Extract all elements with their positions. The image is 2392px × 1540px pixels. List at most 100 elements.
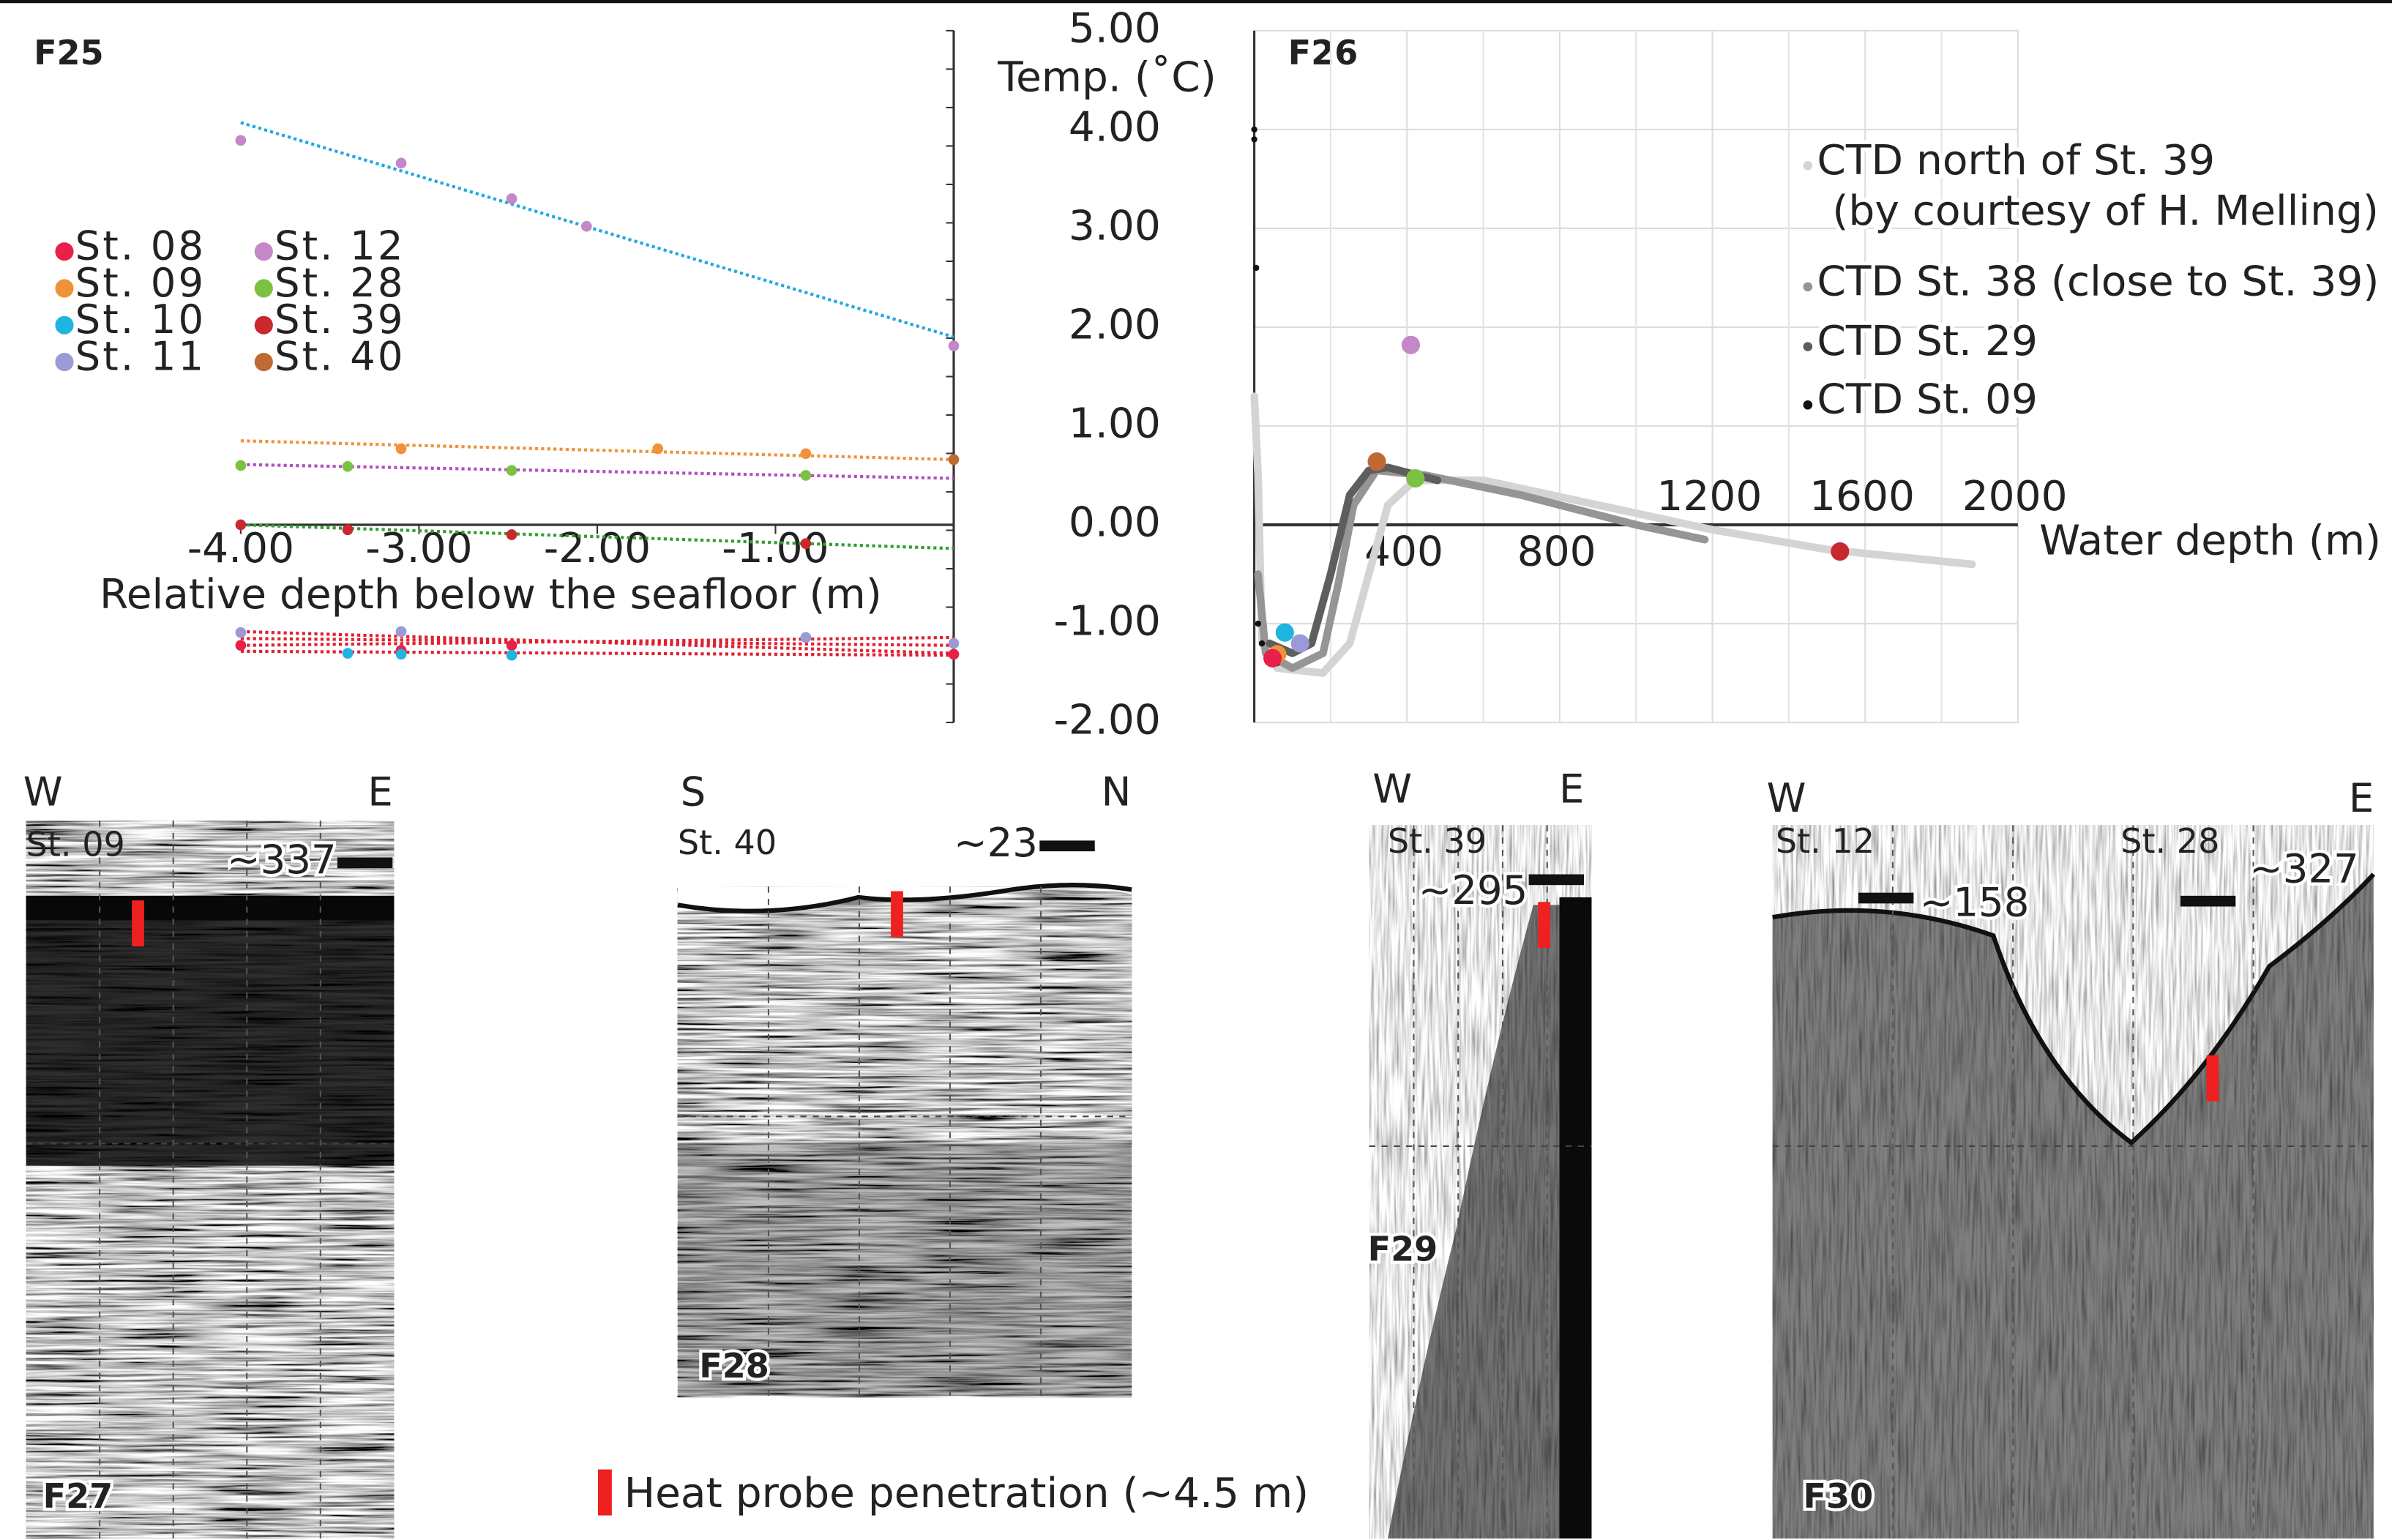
probe-marker: [1538, 902, 1550, 949]
data-point: [342, 461, 354, 472]
dark-layer: [677, 1143, 1132, 1397]
station-point: [1263, 648, 1282, 668]
station-point: [1401, 335, 1421, 354]
data-point: [395, 443, 407, 455]
x-tick-label: -2.00: [544, 524, 651, 572]
scale-bar: [1039, 840, 1095, 852]
data-point: [800, 632, 812, 643]
direction-label: E: [2349, 774, 2374, 821]
seafloor-line: [677, 883, 1132, 913]
x-tick-label: -3.00: [365, 524, 472, 572]
figure-id: F30: [1804, 1476, 1874, 1516]
data-point: [235, 627, 247, 638]
data-point: [506, 640, 517, 651]
legend-marker: [55, 279, 74, 298]
x-axis-label: Water depth (m): [2039, 516, 2381, 564]
ctd-point: [1258, 640, 1266, 647]
ctd-point: [1251, 126, 1257, 133]
legend-label: St. 39: [274, 296, 405, 343]
data-point: [948, 638, 960, 649]
legend-label: St. 08: [75, 223, 206, 269]
direction-label: W: [23, 769, 63, 815]
station-label: St. 40: [678, 823, 777, 862]
legend-marker: [1803, 400, 1813, 410]
seismic-image: [677, 886, 1132, 1398]
fit-line: [240, 121, 954, 339]
station-label: St. 12: [1776, 821, 1875, 861]
legend-label: CTD St. 09: [1817, 375, 2038, 424]
data-point: [800, 538, 812, 549]
x-tick-label: 800: [1517, 527, 1596, 575]
data-point: [395, 157, 407, 169]
y-tick-label: 2.00: [1069, 301, 1161, 349]
legend-label: St. 28: [274, 259, 405, 306]
direction-label: W: [1372, 765, 1412, 812]
data-point: [800, 448, 812, 460]
data-point: [235, 135, 247, 146]
direction-label: S: [681, 769, 706, 815]
scale-bar: [2180, 895, 2236, 907]
data-point: [581, 220, 592, 232]
legend-marker: [55, 315, 74, 334]
legend-marker: [254, 352, 273, 372]
y-tick-label: -1.00: [1053, 597, 1160, 646]
profile-panel: W E St. 39 ~295 F29: [1364, 765, 1592, 1539]
figure-id: F28: [699, 1346, 769, 1386]
fit-line: [240, 439, 954, 461]
data-point: [506, 193, 517, 204]
probe-marker: [132, 900, 144, 946]
y-tick-label: 5.00: [1069, 4, 1161, 53]
profile-panel: W E St. 09 ~337 F27: [23, 769, 395, 1539]
legend-marker: [254, 279, 273, 298]
profile-panel: S N St. 40 ~23 F28: [677, 769, 1132, 1398]
legend-marker: [1803, 161, 1813, 171]
data-point: [652, 443, 664, 455]
figure-id: F29: [1368, 1230, 1438, 1269]
legend-marker: [55, 352, 74, 372]
profile-panel: W E St. 12 St. 28 ~158 ~327 F30: [1767, 774, 2376, 1539]
data-point: [506, 529, 517, 540]
y-tick-label: 0.00: [1069, 498, 1161, 547]
data-point: [506, 465, 517, 476]
probe-legend-text: Heat probe penetration (~4.5 m): [624, 1469, 1309, 1517]
ctd-point: [1255, 620, 1262, 627]
legend-marker: [254, 242, 273, 261]
station-point: [1275, 623, 1294, 642]
scale-label: ~23: [954, 819, 1038, 866]
y-tick-label: 3.00: [1069, 202, 1161, 250]
profiles: W E St. 09 ~337 F27 S N St. 40 ~23 F28 W E St. 39 ~29…: [23, 765, 2376, 1539]
data-point: [948, 340, 960, 351]
sediment: [1387, 905, 1560, 1539]
scale-bar: [1858, 892, 1914, 904]
chart-title: F25: [34, 33, 104, 72]
y-tick-label: 1.00: [1069, 400, 1161, 448]
data-point: [235, 460, 247, 471]
legend-marker: [254, 315, 273, 334]
y-tick-label: 4.00: [1069, 103, 1161, 152]
data-point: [342, 648, 354, 659]
x-tick-label: -4.00: [187, 524, 294, 572]
probe-legend-marker: [598, 1469, 612, 1516]
station-point: [1367, 452, 1386, 471]
station-label: St. 28: [2120, 821, 2219, 861]
station-point: [1290, 634, 1309, 653]
direction-label: E: [367, 769, 392, 815]
legend-label: St. 40: [274, 333, 405, 380]
fit-line: [240, 635, 954, 647]
x-tick-label: 1200: [1656, 472, 1762, 520]
chart-title: F26: [1288, 33, 1358, 72]
x-tick-label: 1600: [1809, 472, 1915, 520]
seafloor-band: [26, 895, 395, 921]
legend-note: (by courtesy of H. Melling): [1832, 187, 2379, 235]
y-tick-label: -2.00: [1053, 696, 1160, 744]
station-label: St. 39: [1388, 821, 1487, 861]
data-point: [235, 640, 247, 651]
legend-label: St. 12: [274, 223, 405, 269]
legend-label: St. 10: [75, 296, 206, 343]
legend-label: CTD St. 29: [1817, 317, 2038, 365]
seafloor-line: [1772, 872, 2376, 1146]
data-point: [395, 626, 407, 638]
